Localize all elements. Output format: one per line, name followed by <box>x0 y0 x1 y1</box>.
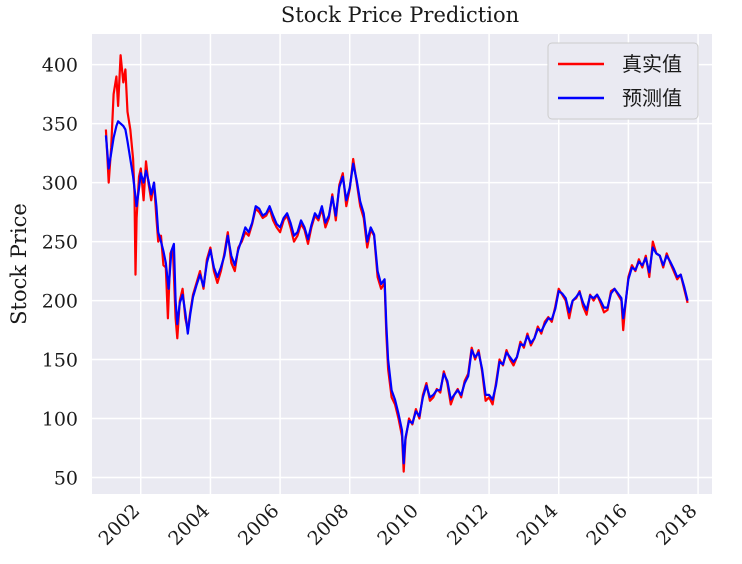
legend-label-predicted: 预测值 <box>622 86 682 110</box>
y-axis-label: Stock Price <box>7 203 31 325</box>
y-tick-label: 50 <box>54 467 78 489</box>
x-tick-label: 2014 <box>513 500 563 550</box>
y-tick-label: 300 <box>42 173 78 195</box>
x-ticks: 2002 2004 2006 2008 2010 2012 2014 2016 2018 <box>95 500 702 550</box>
y-tick-label: 250 <box>42 232 78 254</box>
x-tick-label: 2006 <box>234 500 284 550</box>
x-tick-label: 2018 <box>652 500 702 550</box>
y-tick-label: 150 <box>42 350 78 372</box>
series-line-1 <box>104 120 689 465</box>
y-tick-label: 200 <box>42 291 78 313</box>
y-tick-label: 350 <box>42 114 78 136</box>
y-tick-label: 400 <box>42 55 78 77</box>
legend-box <box>547 42 699 120</box>
x-tick-label: 2016 <box>582 500 632 550</box>
series-layer <box>104 54 689 473</box>
chart-title: Stock Price Prediction <box>281 3 519 27</box>
series-line-0 <box>104 54 689 473</box>
x-tick-label: 2004 <box>164 500 214 550</box>
y-tick-label: 100 <box>42 409 78 431</box>
x-tick-label: 2010 <box>373 500 423 550</box>
x-tick-label: 2012 <box>443 500 493 550</box>
y-ticks: 50 100 150 200 250 300 350 400 <box>42 55 78 490</box>
grid <box>92 34 712 494</box>
x-tick-label: 2002 <box>95 500 145 550</box>
legend-label-actual: 真实值 <box>622 52 682 76</box>
legend: 真实值 预测值 <box>547 42 699 120</box>
x-tick-label: 2008 <box>304 500 354 550</box>
